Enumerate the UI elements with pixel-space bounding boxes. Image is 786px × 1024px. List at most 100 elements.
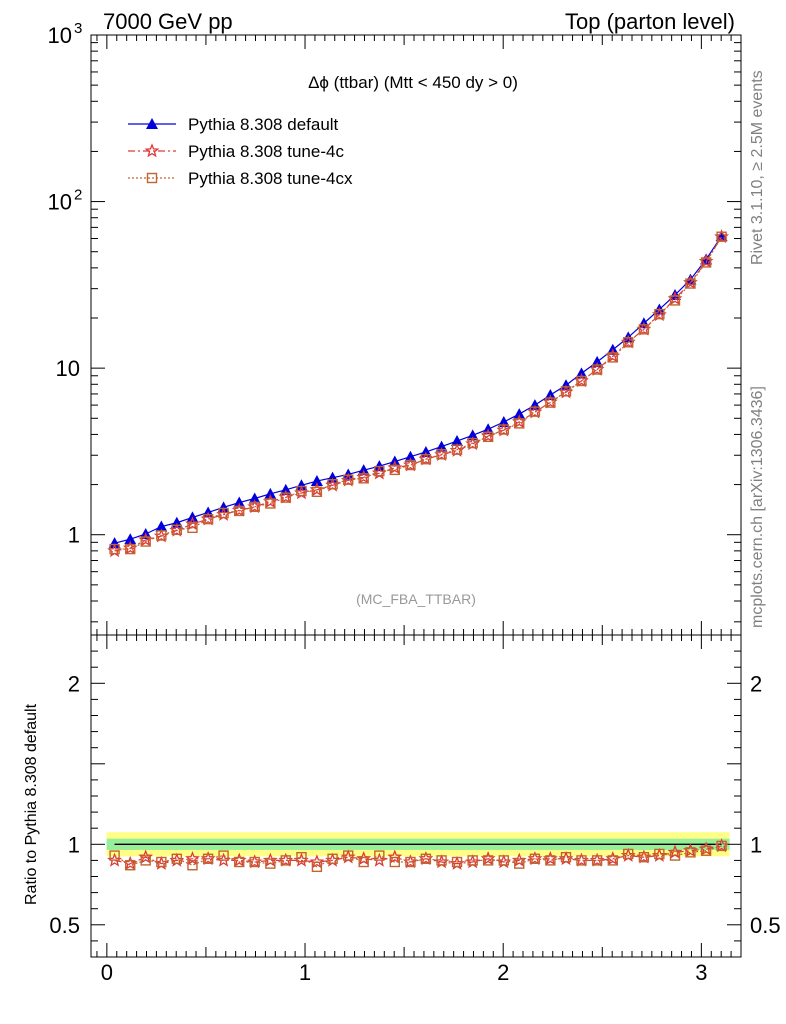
ratio-data-point bbox=[591, 855, 603, 866]
ratio-ylabel: Ratio to Pythia 8.308 default bbox=[23, 703, 40, 905]
ratio-y-tick-label-right: 0.5 bbox=[750, 913, 781, 938]
ratio-data-point bbox=[654, 848, 665, 860]
data-point bbox=[156, 530, 167, 541]
ratio-y-tick-label: 1 bbox=[68, 832, 80, 857]
data-point bbox=[296, 485, 307, 497]
x-tick-labels: 0 1 2 3 bbox=[101, 960, 708, 985]
ratio-series-line bbox=[114, 845, 722, 868]
ratio-y-tick-labels: 0.5 0.5 1 1 2 2 bbox=[49, 671, 780, 938]
data-point bbox=[420, 454, 432, 465]
ratio-y-tick-label-right: 1 bbox=[750, 832, 762, 857]
ratio-data-point bbox=[467, 855, 478, 866]
data-point bbox=[311, 486, 323, 497]
legend-label: Pythia 8.308 tune-4cx bbox=[188, 169, 353, 188]
data-point bbox=[716, 231, 727, 242]
data-point bbox=[265, 498, 276, 509]
data-point bbox=[295, 479, 308, 491]
data-point bbox=[404, 450, 417, 462]
ratio-data-point bbox=[280, 855, 292, 866]
data-point bbox=[405, 459, 416, 471]
ratio-data-point bbox=[109, 850, 120, 861]
ratio-data-point bbox=[669, 850, 681, 861]
mcplots-label: mcplots.cern.ch [arXiv:1306.3436] bbox=[749, 386, 766, 628]
ratio-data-point bbox=[202, 853, 214, 864]
data-point bbox=[436, 449, 447, 460]
data-point bbox=[560, 386, 572, 397]
series-line bbox=[114, 236, 723, 550]
ratio-axis-ticks bbox=[91, 634, 742, 958]
ratio-data-point bbox=[249, 856, 260, 868]
ratio-data-point bbox=[374, 850, 385, 861]
data-point bbox=[233, 496, 246, 508]
ratio-data-point bbox=[451, 856, 463, 868]
ratio-data-point bbox=[327, 853, 338, 864]
ratio-data-point bbox=[514, 858, 525, 869]
y-tick-label: 10 bbox=[56, 356, 80, 381]
legend-marker bbox=[146, 172, 158, 184]
ratio-data-point bbox=[560, 851, 572, 863]
data-point bbox=[545, 397, 556, 408]
y-tick-label: 1 bbox=[68, 523, 80, 548]
data-point bbox=[358, 473, 369, 484]
ratio-data-point bbox=[420, 853, 432, 864]
data-point bbox=[187, 522, 198, 534]
ratio-data-point bbox=[234, 856, 245, 868]
data-point bbox=[591, 355, 604, 367]
data-point bbox=[638, 324, 650, 335]
ratio-y-tick-label-right: 2 bbox=[750, 671, 762, 696]
ratio-data-point bbox=[125, 860, 136, 871]
ratio-data-point bbox=[187, 860, 198, 871]
legend: Pythia 8.308 default Pythia 8.308 tune-4c… bbox=[128, 115, 353, 188]
ratio-data-point bbox=[387, 849, 403, 864]
data-point bbox=[140, 536, 151, 547]
data-point bbox=[685, 278, 696, 289]
rivet-version-label: Rivet 3.1.10, ≥ 2.5M events bbox=[749, 70, 766, 265]
ratio-data-point bbox=[343, 850, 354, 861]
ratio-data-point bbox=[638, 851, 650, 863]
ratio-data-point bbox=[436, 855, 447, 866]
ratio-data-point bbox=[685, 847, 696, 858]
data-point bbox=[109, 543, 120, 555]
y-tick-label-exponent: 2 bbox=[74, 187, 82, 204]
data-point bbox=[389, 464, 400, 476]
legend-marker bbox=[146, 118, 158, 129]
data-point bbox=[623, 337, 634, 348]
ratio-data-point bbox=[482, 855, 494, 866]
data-point bbox=[202, 513, 214, 525]
ratio-data-point bbox=[140, 855, 151, 866]
data-point bbox=[466, 429, 479, 441]
ratio-data-point bbox=[716, 840, 727, 852]
data-point bbox=[529, 406, 541, 417]
main-chart-title: Δϕ (ttbar) (Mtt < 450 dy > 0) bbox=[308, 73, 518, 92]
data-point bbox=[343, 474, 354, 485]
data-point bbox=[248, 492, 261, 504]
data-point bbox=[576, 375, 587, 387]
ratio-frame bbox=[90, 634, 742, 958]
header-right: Top (parton level) bbox=[565, 9, 735, 34]
y-tick-label-exponent: 3 bbox=[74, 20, 82, 37]
data-point bbox=[451, 444, 463, 455]
data-point bbox=[218, 507, 229, 519]
ratio-series bbox=[107, 838, 729, 873]
ratio-data-point bbox=[309, 854, 325, 869]
data-point bbox=[171, 524, 183, 536]
data-point bbox=[435, 440, 448, 452]
ratio-panel: 0.5 0.5 1 1 2 2 0 1 2 3 bbox=[49, 634, 781, 985]
ratio-data-point bbox=[498, 855, 509, 866]
data-point bbox=[280, 492, 292, 503]
data-point bbox=[513, 408, 526, 420]
data-point bbox=[108, 537, 121, 549]
data-point bbox=[264, 487, 277, 499]
ratio-data-point bbox=[389, 856, 400, 868]
y-tick-label: 10 bbox=[48, 23, 72, 48]
x-tick-label: 1 bbox=[299, 960, 311, 985]
main-axis-ticks bbox=[91, 34, 742, 635]
data-point bbox=[279, 483, 292, 495]
data-point bbox=[498, 424, 509, 435]
ratio-data-point bbox=[700, 845, 712, 856]
ratio-data-point bbox=[405, 856, 416, 868]
data-point bbox=[217, 501, 230, 513]
legend-label: Pythia 8.308 default bbox=[188, 115, 339, 134]
data-point bbox=[234, 505, 245, 517]
